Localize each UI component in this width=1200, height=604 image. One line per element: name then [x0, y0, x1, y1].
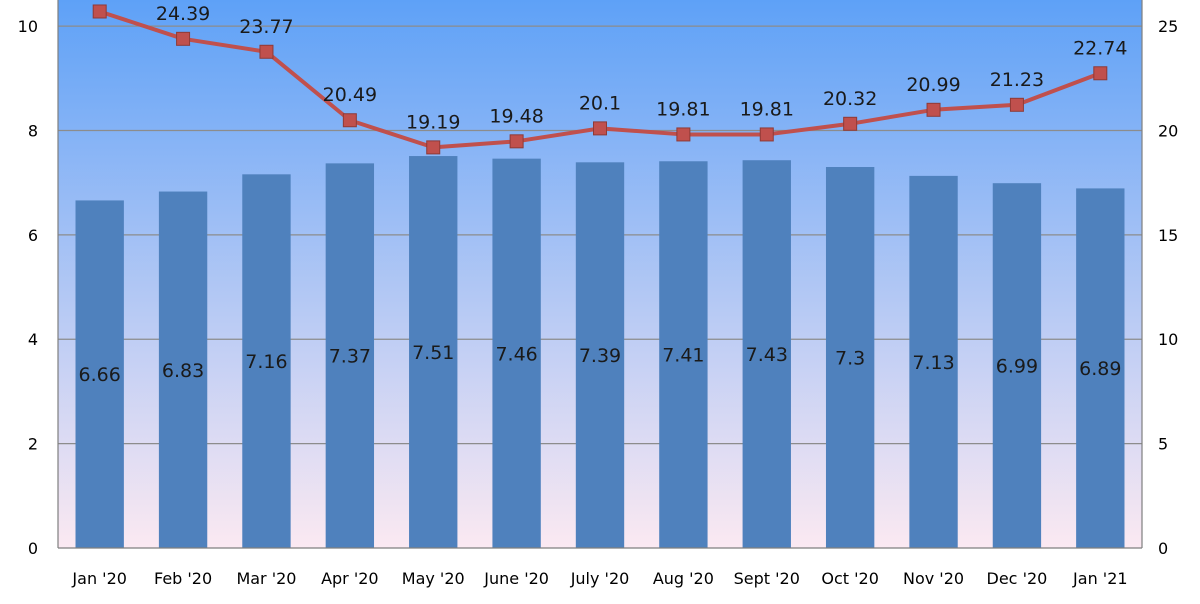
bar-data-label: 7.16: [245, 351, 287, 373]
axes: 0 2 4 6 8 10 0 5 10 15 20 25 Jan '20 Feb '20 Mar '20 Ap…: [18, 0, 1178, 588]
x-category-label: Nov '20: [903, 569, 964, 588]
line-point-marker: [342, 113, 357, 128]
bar-data-label: 7.13: [912, 352, 954, 374]
x-category-label: Mar '20: [236, 569, 296, 588]
line-data-label: 20.1: [579, 92, 621, 114]
y-right-tick-label: 25: [1158, 17, 1178, 36]
bar-data-label: 6.83: [162, 360, 204, 382]
x-category-label: Oct '20: [821, 569, 879, 588]
x-category-label: June '20: [483, 569, 549, 588]
line-point-marker: [259, 44, 274, 59]
bar-data-label: 7.51: [412, 342, 454, 364]
bar: [659, 161, 708, 549]
y-left-tick-label: 8: [28, 121, 38, 140]
line-data-label: 19.81: [656, 98, 710, 120]
bar: [409, 156, 458, 548]
line-point-marker: [92, 4, 107, 19]
y-right-tick-label: 10: [1158, 330, 1178, 349]
line-data-labels: 24.39 23.77 20.49 19.19 19.48 20.1 19.81 19.81 2…: [156, 3, 1128, 134]
line-point-marker: [926, 102, 941, 117]
line-data-label: 20.49: [323, 84, 377, 106]
line-data-label: 19.19: [406, 111, 460, 133]
bar: [575, 162, 625, 548]
x-category-label: Sept '20: [734, 569, 800, 588]
y-right-tick-label: 15: [1158, 226, 1178, 245]
bar-data-labels: 6.66 6.83 7.16 7.37 7.51 7.46 7.39 7.41 7.43 7.3 7…: [79, 342, 1122, 386]
bar-data-label: 7.46: [495, 343, 537, 365]
line-point-marker: [176, 31, 191, 46]
bar-data-label: 7.41: [662, 345, 704, 367]
y-right-tick-label: 0: [1158, 539, 1168, 558]
line-point-marker: [843, 116, 858, 131]
y-left-tick-label: 0: [28, 539, 38, 558]
x-category-label: Dec '20: [987, 569, 1048, 588]
y-left-tick-label: 2: [28, 435, 38, 454]
line-point-marker: [426, 140, 441, 155]
line-data-label: 19.48: [489, 105, 543, 127]
x-category-label: July '20: [570, 569, 630, 588]
bar-data-label: 6.89: [1079, 358, 1121, 380]
line-data-label: 24.39: [156, 3, 210, 25]
bar-data-label: 7.37: [329, 346, 371, 368]
x-category-label: Jan '21: [1072, 569, 1128, 588]
bar: [325, 163, 375, 548]
line-data-label: 22.74: [1073, 37, 1127, 59]
bar-data-label: 6.99: [996, 356, 1038, 378]
line-data-label: 23.77: [239, 16, 293, 38]
line-point-marker: [593, 121, 607, 136]
x-category-label: May '20: [402, 569, 465, 588]
line-point-marker: [759, 127, 774, 142]
bar-data-label: 7.39: [579, 345, 621, 367]
line-data-label: 19.81: [740, 98, 794, 120]
line-point-marker: [1009, 97, 1024, 112]
line-point-marker: [1093, 66, 1108, 81]
line-point-marker: [509, 134, 524, 149]
bar: [242, 174, 291, 548]
bar: [992, 183, 1042, 548]
x-category-label: Feb '20: [154, 569, 212, 588]
y-right-tick-label: 5: [1158, 435, 1168, 454]
bar: [909, 175, 958, 549]
bar: [75, 200, 124, 548]
y-left-tick-label: 4: [28, 330, 38, 349]
y-left-tick-label: 10: [18, 17, 38, 36]
x-category-label: Apr '20: [321, 569, 379, 588]
bar: [1076, 188, 1125, 548]
line-data-label: 20.99: [906, 74, 960, 96]
x-category-label: Aug '20: [653, 569, 714, 588]
bar: [158, 191, 208, 548]
line-data-label: 21.23: [990, 69, 1044, 91]
line-series: [92, 4, 1108, 155]
bar-series: [75, 156, 1125, 549]
bar-data-label: 7.43: [746, 344, 788, 366]
line-point-marker: [676, 127, 691, 142]
bar: [825, 167, 875, 548]
bar: [742, 160, 791, 548]
bar-data-label: 7.3: [835, 348, 865, 370]
line-data-label: 20.32: [823, 88, 877, 110]
bar: [492, 158, 541, 548]
y-right-tick-label: 20: [1158, 121, 1178, 140]
y-left-tick-label: 6: [28, 226, 38, 245]
x-category-label: Jan '20: [71, 569, 127, 588]
bar-data-label: 6.66: [79, 364, 121, 386]
